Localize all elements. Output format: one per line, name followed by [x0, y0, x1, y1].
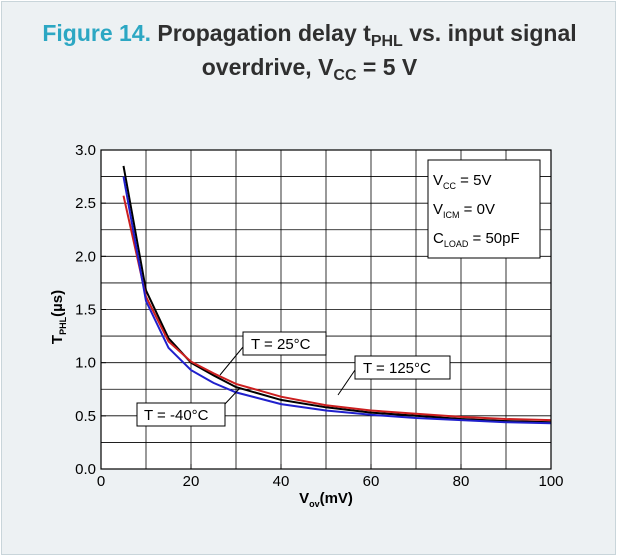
y-tick-label: 3.0	[75, 142, 96, 159]
leader-m40c	[223, 387, 241, 406]
annotation-m40c-box	[136, 402, 226, 427]
leader-125c	[337, 369, 356, 396]
y-axis-label-sub: PHL	[58, 316, 68, 335]
annotation-125c-box	[354, 355, 451, 380]
y-axis-label-main: T	[49, 335, 66, 344]
title-sub-2: CC	[333, 67, 357, 84]
condition-vcc-main: V	[433, 172, 443, 189]
title-text-3: overdrive, V	[201, 54, 334, 80]
x-axis-label-main: V	[299, 490, 309, 507]
y-axis-label-rest: (µs)	[49, 290, 66, 317]
title-sub-1: PHL	[370, 33, 403, 50]
x-axis-label-rest: (mV)	[320, 490, 353, 507]
condition-vicm: VICM = 0V	[433, 201, 495, 220]
title-line-2: overdrive, VCC = 5 V	[2, 52, 617, 91]
condition-vicm-rest: = 0V	[460, 201, 495, 218]
condition-cload-sub: LOAD	[444, 239, 469, 249]
y-tick-label: 0.0	[75, 461, 96, 478]
title-text-1: Propagation delay t	[157, 20, 371, 46]
series-line-1	[122, 195, 552, 422]
x-tick-label: 80	[453, 473, 470, 490]
condition-vicm-main: V	[433, 201, 443, 218]
condition-vicm-sub: ICM	[443, 210, 460, 220]
annotation-125c: T = 125°C	[363, 360, 431, 377]
y-tick-label: 1.5	[75, 302, 96, 319]
title-text-2: vs. input signal	[402, 20, 577, 46]
x-tick-label: 0	[97, 473, 105, 490]
y-tick-label: 1.0	[75, 355, 96, 372]
condition-vcc-rest: = 5V	[456, 172, 491, 189]
conditions-box	[427, 159, 541, 259]
title-line-1: Figure 14. Propagation delay tPHL vs. in…	[2, 18, 617, 57]
x-tick-label: 40	[273, 473, 290, 490]
figure-title: Figure 14. Propagation delay tPHL vs. in…	[2, 2, 617, 92]
y-tick-label: 2.5	[75, 195, 96, 212]
condition-vcc: VCC = 5V	[433, 172, 491, 191]
condition-cload-rest: = 50pF	[468, 230, 519, 247]
y-tick-label: 2.0	[75, 248, 96, 265]
condition-cload: CLOAD = 50pF	[433, 230, 520, 249]
series-line-2	[122, 176, 552, 425]
x-axis-label: Vov(mV)	[299, 490, 353, 509]
x-tick-label: 100	[538, 473, 563, 490]
y-axis-label: TPHL(µs)	[49, 290, 68, 344]
x-tick-label: 60	[363, 473, 380, 490]
annotation-m40c: T = -40°C	[144, 407, 209, 424]
condition-cload-main: C	[433, 230, 444, 247]
y-tick-label: 0.5	[75, 408, 96, 425]
x-tick-label: 20	[183, 473, 200, 490]
condition-vcc-sub: CC	[443, 181, 456, 191]
series-line-0	[122, 165, 552, 424]
annotation-25c-box	[242, 331, 327, 356]
annotation-25c: T = 25°C	[251, 336, 311, 353]
leader-25c	[219, 346, 244, 376]
figure-label: Figure 14.	[42, 20, 151, 46]
title-text-4: = 5 V	[356, 54, 418, 80]
x-axis-label-sub: ov	[309, 499, 320, 509]
